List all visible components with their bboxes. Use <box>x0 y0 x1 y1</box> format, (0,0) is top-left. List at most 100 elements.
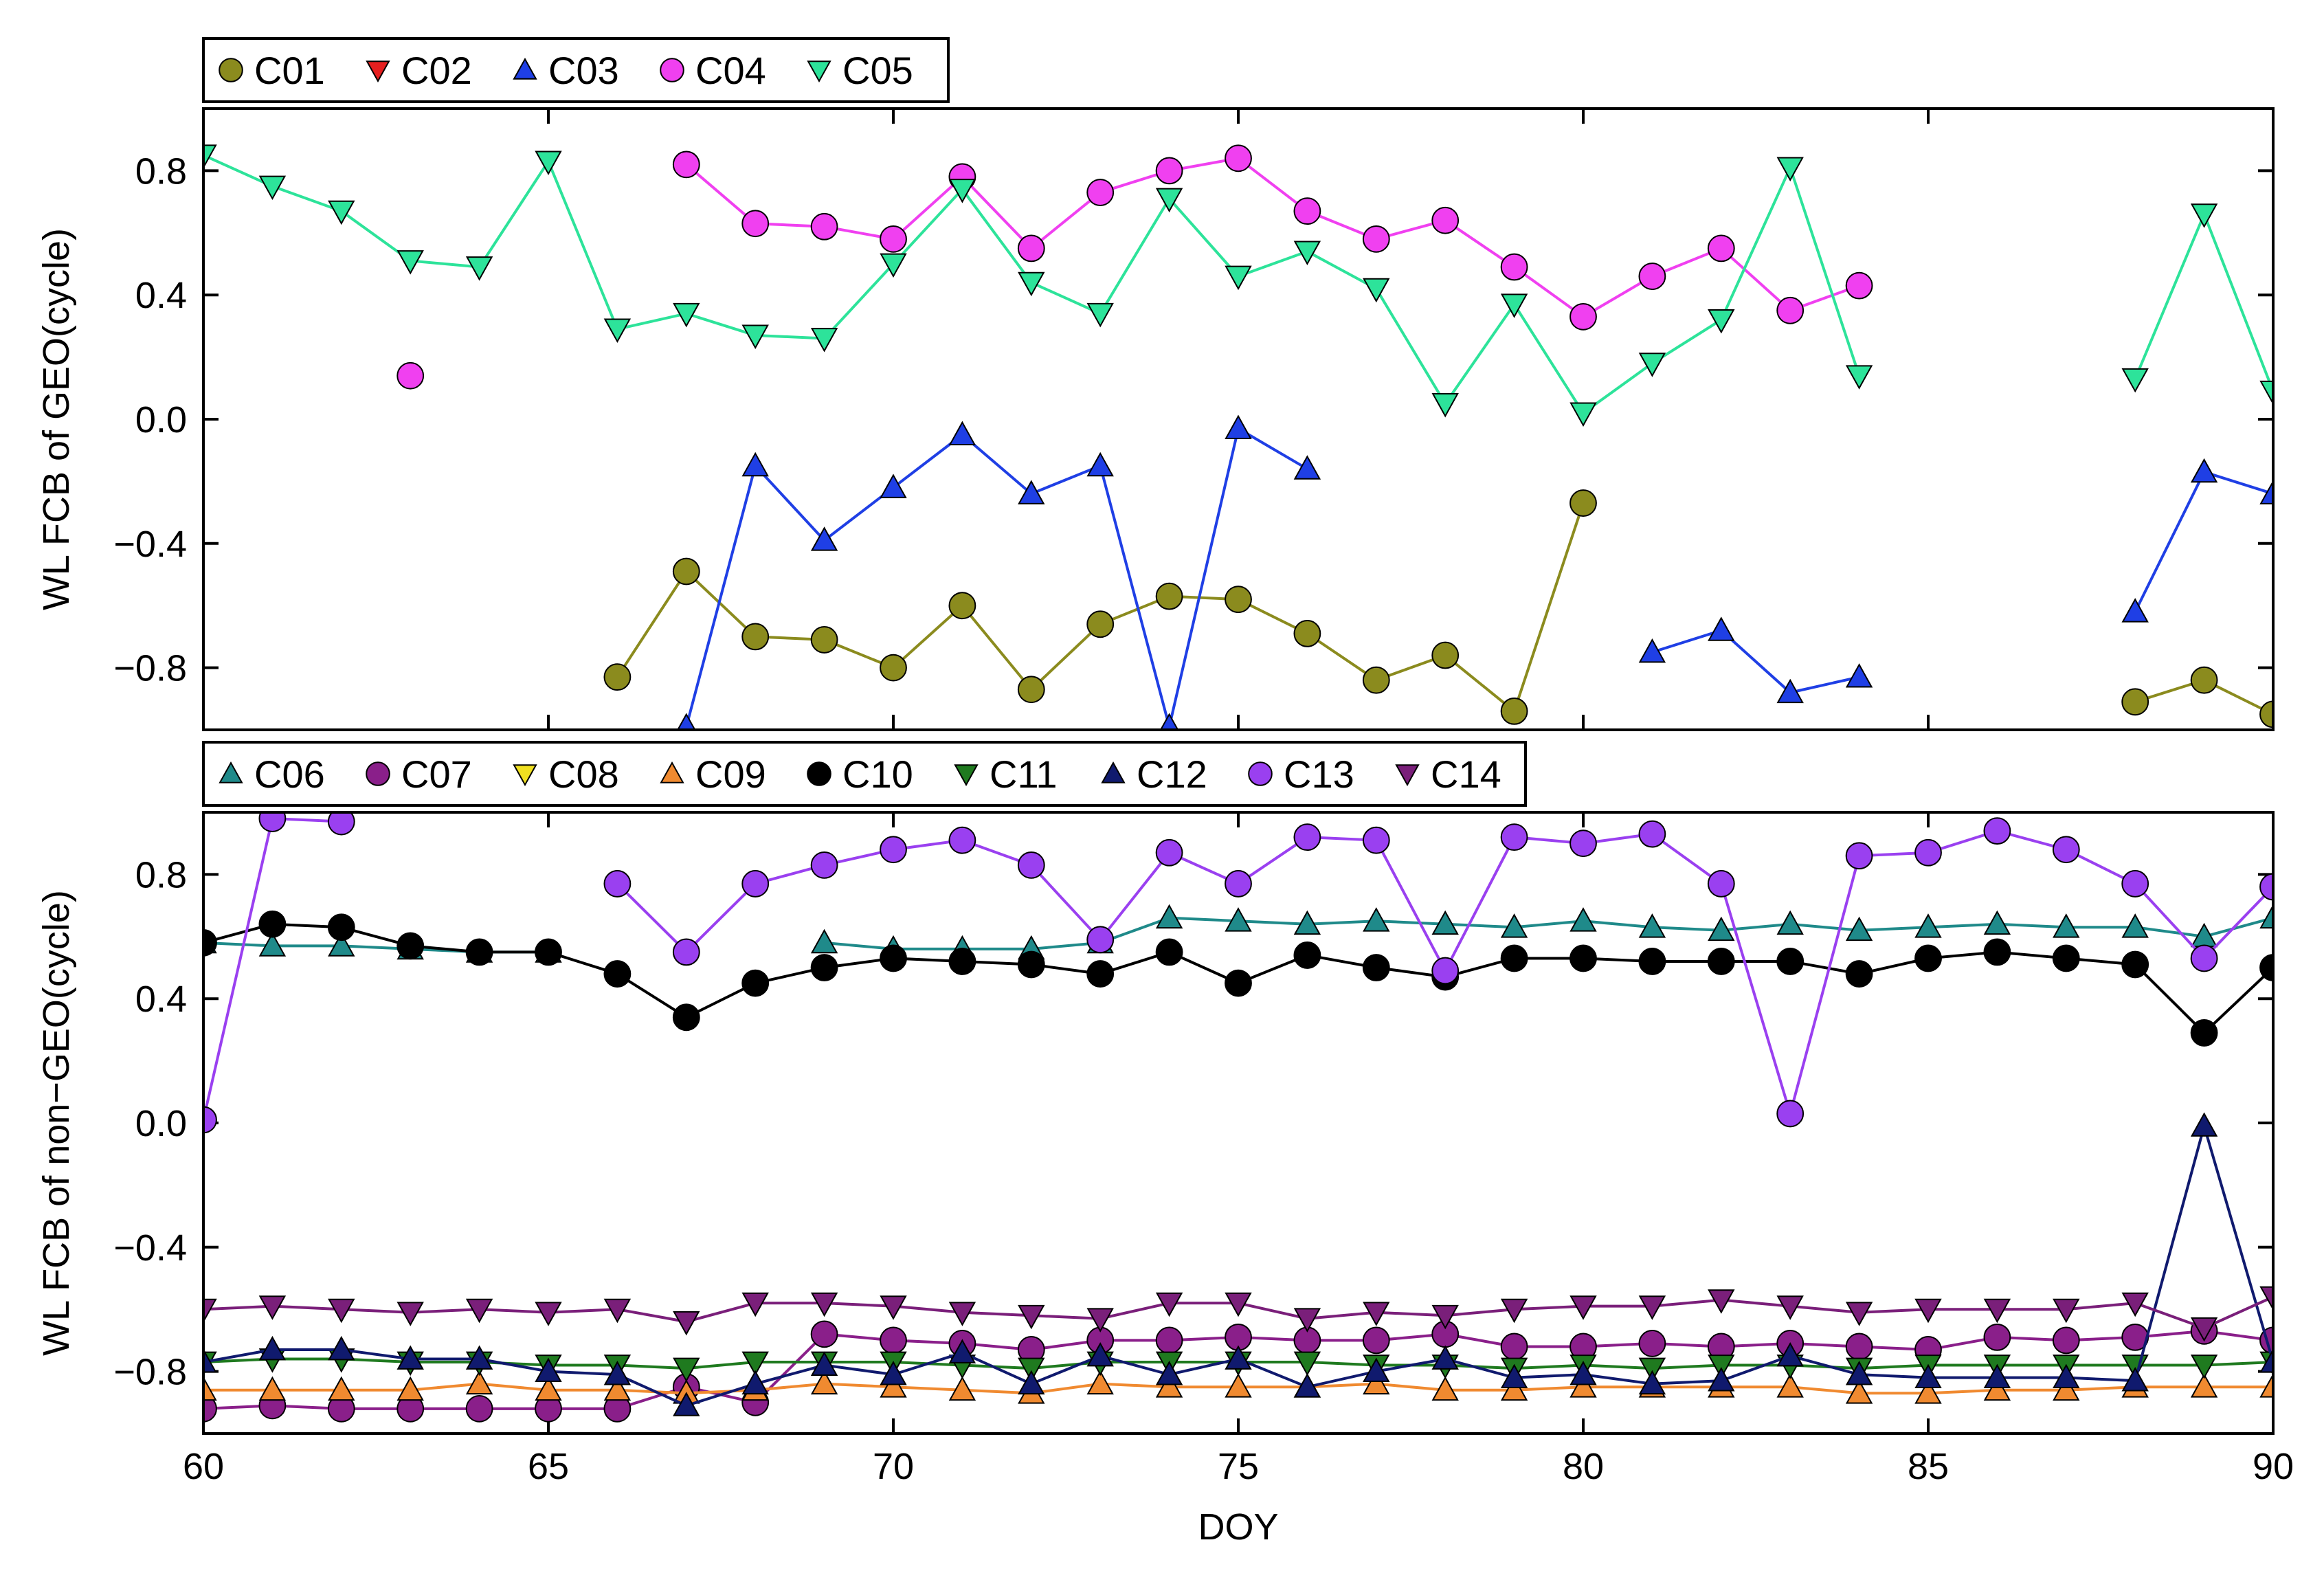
data-point-C01 <box>2121 688 2149 716</box>
data-point-C13 <box>1293 823 1321 851</box>
data-point-C14 <box>1431 1304 1459 1330</box>
data-point-C10 <box>603 960 632 988</box>
data-point-C14 <box>1569 1295 1597 1320</box>
geo-legend: C01 C02 C03 C04 C05 <box>219 49 913 92</box>
data-point-C09 <box>1569 1373 1597 1398</box>
data-point-C13 <box>603 870 632 898</box>
data-point-C12 <box>1983 1363 2011 1389</box>
geo-series <box>203 144 2273 730</box>
data-point-C12 <box>203 1348 217 1373</box>
data-point-C04 <box>1569 302 1597 331</box>
data-point-C10 <box>1983 938 2011 966</box>
data-point-C13 <box>2052 836 2080 864</box>
y-tick-label: −0.8 <box>113 648 187 689</box>
legend-item-C13: C13 <box>1248 753 1354 796</box>
data-point-C09 <box>948 1376 976 1401</box>
data-point-C09 <box>465 1370 493 1395</box>
data-point-C06 <box>258 932 287 957</box>
data-point-C06 <box>1569 907 1597 932</box>
data-point-C01 <box>810 626 838 654</box>
data-point-C09 <box>1500 1376 1528 1401</box>
legend-label: C14 <box>1431 753 1501 796</box>
data-point-C01 <box>1155 582 1183 610</box>
data-point-C01 <box>1293 619 1321 647</box>
data-point-C14 <box>1500 1298 1528 1324</box>
data-point-C03 <box>1018 480 1045 504</box>
data-point-C06 <box>810 928 838 954</box>
data-point-C05 <box>1708 309 1735 334</box>
legend-item-C05: C05 <box>807 49 913 92</box>
data-point-C12 <box>1708 1367 1735 1392</box>
data-point-C12 <box>535 1357 562 1382</box>
data-point-C01 <box>2259 700 2273 728</box>
data-point-C07 <box>1983 1323 2011 1351</box>
data-point-C01 <box>672 557 700 586</box>
data-point-C10 <box>741 969 770 997</box>
data-point-C12 <box>1776 1341 1804 1367</box>
data-point-C06 <box>1983 910 2011 935</box>
geo-panel: C01 C02 C03 C04 C05 0.8 0.4 0.0 −0.4 −0.8 WL FCB… <box>36 37 2275 731</box>
data-point-C07 <box>880 1326 907 1355</box>
data-point-C05 <box>948 179 976 203</box>
y-tick-label: −0.4 <box>113 524 187 565</box>
data-point-C13 <box>2259 873 2273 901</box>
data-point-C07 <box>810 1320 838 1348</box>
data-point-C06 <box>1708 916 1735 942</box>
data-point-C06 <box>2121 913 2149 938</box>
legend-label: C11 <box>990 753 1058 796</box>
data-point-C03 <box>1225 414 1252 439</box>
data-point-C04 <box>880 225 907 253</box>
series-C13 <box>203 812 2273 1134</box>
x-tick-label: 70 <box>873 1446 914 1487</box>
nongeo-legend-box <box>202 741 1527 807</box>
x-tick-label: 85 <box>1908 1446 1949 1487</box>
data-point-C14 <box>1293 1308 1321 1333</box>
data-point-C05 <box>1086 302 1114 328</box>
data-point-C13 <box>1638 820 1666 848</box>
legend-marker-C01 <box>219 58 243 82</box>
data-point-C14 <box>810 1292 838 1317</box>
data-point-C13 <box>1431 957 1460 985</box>
data-point-C01 <box>1225 586 1252 614</box>
data-point-C11 <box>1638 1357 1666 1383</box>
legend-item-C08: C08 <box>513 753 619 796</box>
data-point-C14 <box>2259 1286 2273 1311</box>
data-point-C10 <box>1017 950 1045 979</box>
data-point-C04 <box>1638 263 1666 290</box>
data-point-C12 <box>396 1345 424 1370</box>
data-point-C04 <box>1707 234 1735 263</box>
legend-marker-C11 <box>954 764 979 787</box>
data-point-C03 <box>2259 480 2273 504</box>
series-line-C06 <box>824 916 2273 950</box>
data-point-C11 <box>1293 1351 1321 1377</box>
y-tick-label: 0.4 <box>135 979 187 1020</box>
data-point-C12 <box>1638 1370 1666 1395</box>
data-point-C07 <box>1500 1333 1528 1361</box>
legend-marker-C07 <box>366 761 390 786</box>
data-point-C04 <box>1155 157 1183 185</box>
data-point-C10 <box>880 944 907 972</box>
data-point-C13 <box>880 836 907 864</box>
data-point-C04 <box>1086 179 1115 206</box>
geo-axes: 0.8 0.4 0.0 −0.4 −0.8 <box>113 109 2275 730</box>
data-point-C09 <box>1914 1379 1942 1404</box>
data-point-C05 <box>1638 353 1666 377</box>
data-point-C09 <box>1431 1376 1459 1401</box>
nongeo-legend: C06 C07 C08 C09 C10 C11 C12 C13 C14 <box>219 753 1501 796</box>
data-point-C14 <box>1983 1298 2011 1324</box>
legend-marker-C14 <box>1395 764 1420 787</box>
data-point-C14 <box>880 1295 907 1320</box>
legend-label: C04 <box>695 49 766 92</box>
data-point-C13 <box>672 938 700 966</box>
data-point-C13 <box>1569 829 1597 858</box>
data-point-C09 <box>1086 1370 1114 1395</box>
data-point-C05 <box>741 324 769 350</box>
data-point-C05 <box>203 144 217 169</box>
legend-marker-C04 <box>660 58 684 82</box>
data-point-C06 <box>1155 904 1183 929</box>
data-point-C11 <box>741 1351 769 1377</box>
data-point-C01 <box>1569 489 1597 517</box>
series-C05 <box>203 144 2273 427</box>
data-point-C06 <box>2053 913 2080 938</box>
data-point-C12 <box>1845 1361 1873 1385</box>
